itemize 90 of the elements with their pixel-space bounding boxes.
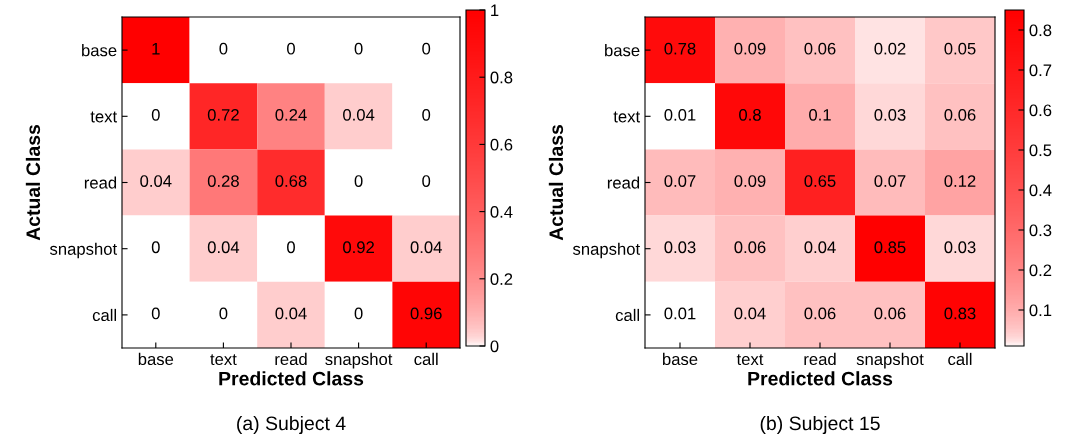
x-tick-label: snapshot bbox=[325, 352, 393, 369]
data-label: 0.07 bbox=[874, 175, 906, 187]
x-tick-label: text bbox=[736, 354, 764, 366]
data-label: 0.72 bbox=[207, 108, 239, 121]
y-tick-label: snapshot bbox=[572, 242, 641, 259]
color-bar-label: 0.3 bbox=[1029, 224, 1052, 237]
data-label: 0.03 bbox=[664, 241, 696, 254]
data-label: 0 bbox=[219, 42, 228, 55]
data-label: 0.02 bbox=[874, 42, 906, 55]
data-label: 0 bbox=[287, 42, 295, 55]
color-bar-label: 1 bbox=[491, 4, 499, 17]
data-label: 0 bbox=[151, 241, 160, 254]
y-tick-label: base bbox=[605, 44, 640, 57]
data-label: 0.28 bbox=[207, 175, 239, 187]
data-label: 0.04 bbox=[410, 241, 442, 254]
y-axis-title: Actual Class bbox=[25, 124, 41, 241]
data-label: 0.24 bbox=[275, 108, 307, 121]
data-label: 0.06 bbox=[874, 307, 906, 320]
color-bar-label: 0.4 bbox=[1029, 184, 1052, 197]
data-label: 0.04 bbox=[140, 175, 172, 187]
data-label: 0.04 bbox=[343, 108, 375, 121]
data-label: 0.06 bbox=[804, 307, 836, 320]
x-tick-label: text bbox=[210, 354, 237, 366]
data-label: 0.8 bbox=[739, 108, 761, 121]
x-tick-label: base bbox=[663, 352, 698, 366]
data-label: 0.09 bbox=[734, 175, 766, 187]
color-bar-label: 0.6 bbox=[490, 138, 513, 151]
data-label: 0 bbox=[287, 241, 295, 254]
y-tick-label: call bbox=[615, 308, 640, 322]
data-label: 0.12 bbox=[944, 175, 976, 187]
x-tick-label: call bbox=[948, 352, 972, 366]
y-tick-label: read bbox=[607, 176, 640, 189]
y-tick-label: snapshot bbox=[49, 242, 118, 259]
data-label: 0 bbox=[354, 175, 363, 187]
y-tick-label: text bbox=[90, 111, 118, 123]
data-label: 0 bbox=[422, 175, 431, 187]
color-bar-label: 0.5 bbox=[1029, 144, 1052, 157]
data-label: 0 bbox=[354, 307, 363, 320]
data-label: 0.03 bbox=[944, 241, 976, 254]
color-bar-label: 0.2 bbox=[1029, 264, 1052, 277]
color-bar-label: 0 bbox=[490, 340, 499, 353]
y-tick-label: text bbox=[613, 111, 641, 123]
color-bar-label: 0.6 bbox=[1029, 104, 1052, 117]
data-label: 0.04 bbox=[734, 307, 766, 320]
data-label: 0.06 bbox=[804, 42, 836, 55]
data-label: 0.04 bbox=[207, 241, 240, 254]
data-label: 0.1 bbox=[809, 108, 831, 121]
data-label: 0 bbox=[151, 108, 160, 121]
data-label: 0.96 bbox=[410, 307, 442, 320]
data-label: 0 bbox=[354, 42, 363, 55]
data-label: 0.78 bbox=[664, 42, 696, 55]
data-label: 0.85 bbox=[874, 241, 906, 254]
color-bar-label: 0.8 bbox=[1029, 24, 1052, 37]
data-label: 0.92 bbox=[343, 241, 374, 254]
x-tick-label: snapshot bbox=[856, 352, 924, 369]
data-label: 0.07 bbox=[664, 175, 696, 187]
data-label: 0.06 bbox=[944, 108, 976, 121]
x-tick-label: call bbox=[414, 352, 438, 366]
x-axis-title: Predicted Class bbox=[748, 371, 893, 386]
y-axis-title: Actual Class bbox=[548, 124, 564, 241]
color-bar-label: 0.1 bbox=[1029, 304, 1052, 317]
data-label: 0.68 bbox=[275, 175, 307, 187]
color-bar-label: 0.7 bbox=[1029, 64, 1052, 77]
data-label: 0 bbox=[219, 307, 228, 320]
data-label: 0.04 bbox=[275, 307, 307, 320]
data-label: 0.83 bbox=[944, 307, 976, 320]
x-tick-label: base bbox=[138, 352, 174, 366]
data-label: 0 bbox=[151, 307, 160, 320]
color-bar-label: 0.2 bbox=[490, 273, 513, 285]
color-bar-label: 0.4 bbox=[490, 206, 513, 218]
data-label: 0.01 bbox=[664, 108, 696, 121]
data-label: 0.01 bbox=[664, 307, 696, 320]
data-label: 0.03 bbox=[874, 108, 906, 121]
data-label: 0 bbox=[422, 108, 431, 121]
data-label: 1 bbox=[152, 42, 160, 55]
x-tick-label: read bbox=[804, 352, 836, 366]
text: (a) Subject 4 bbox=[237, 415, 346, 435]
data-label: 0.04 bbox=[804, 241, 836, 254]
data-label: 0.09 bbox=[734, 42, 766, 55]
y-tick-label: call bbox=[92, 308, 117, 322]
data-label: 0.05 bbox=[944, 42, 976, 55]
text: (b) Subject 15 bbox=[760, 415, 880, 435]
color-bar-label: 0.8 bbox=[490, 71, 513, 84]
data-label: 0.65 bbox=[804, 175, 836, 187]
y-tick-label: base bbox=[82, 44, 117, 57]
x-axis-title: Predicted Class bbox=[219, 371, 364, 386]
x-tick-label: read bbox=[275, 352, 307, 366]
y-tick-label: read bbox=[84, 176, 117, 189]
data-label: 0.06 bbox=[734, 241, 766, 254]
data-label: 0 bbox=[422, 42, 431, 55]
